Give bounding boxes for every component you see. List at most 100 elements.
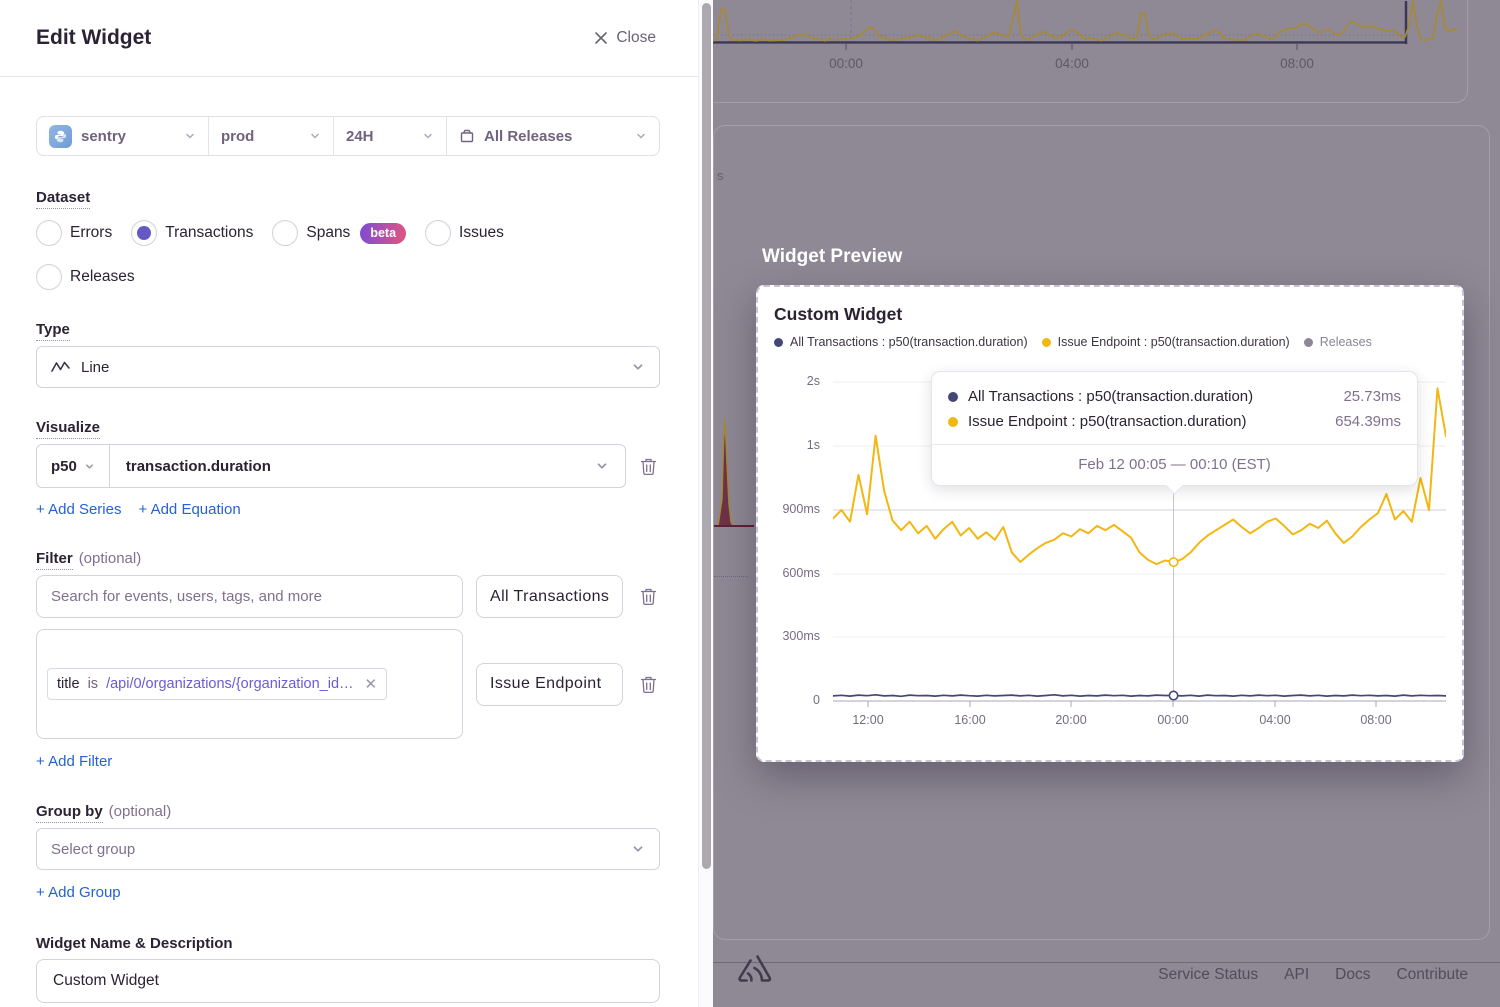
footer-link-api: API	[1284, 966, 1310, 983]
legend-dot	[1041, 337, 1051, 347]
add-equation-link[interactable]: + Add Equation	[138, 501, 241, 518]
chevron-down-icon	[85, 463, 93, 469]
add-series-link[interactable]: + Add Series	[36, 501, 122, 518]
aggregate-select[interactable]: p50	[37, 445, 110, 487]
sentry-logo	[738, 955, 772, 982]
add-group-link[interactable]: + Add Group	[36, 884, 121, 901]
radio-circle-checked	[131, 220, 158, 246]
radio-circle	[272, 220, 299, 246]
widget-preview-card: Custom Widget All Transactions : p50(tra…	[756, 285, 1464, 762]
chevron-down-icon	[633, 846, 643, 852]
type-select-value: Line	[81, 358, 110, 376]
visualize-compound-control: p50 transaction.duration	[36, 444, 626, 488]
y-axis-tick: 600ms	[782, 566, 820, 580]
scrollbar-thumb[interactable]	[702, 3, 711, 869]
group-by-select[interactable]: Select group	[36, 828, 660, 870]
y-axis-tick: 2s	[806, 374, 820, 388]
widget-preview-heading: Widget Preview	[762, 246, 903, 267]
radio-label: Transactions	[165, 224, 254, 241]
chevron-down-icon	[311, 133, 319, 139]
releases-filter-value: All Releases	[484, 127, 573, 145]
visualize-label: Visualize	[36, 419, 100, 439]
group-by-placeholder: Select group	[51, 840, 136, 858]
dataset-option-spans[interactable]: Spans beta	[272, 220, 407, 246]
chevron-down-icon	[186, 133, 194, 139]
radio-label: Releases	[70, 268, 135, 285]
remove-token-icon[interactable]: ✕	[364, 676, 378, 693]
filter-query-box[interactable]: title is /api/0/organizations/{organizat…	[36, 629, 463, 739]
type-select[interactable]: Line	[36, 346, 660, 388]
background-top-chart	[713, 0, 1458, 50]
drawer-scrollbar[interactable]	[698, 0, 713, 1007]
releases-filter[interactable]: All Releases	[446, 117, 659, 155]
environment-filter[interactable]: prod	[208, 117, 333, 155]
page-filter-bar: sentry prod 24H	[36, 116, 660, 156]
delete-filter-button[interactable]	[636, 671, 660, 697]
widget-name-input[interactable]	[36, 959, 660, 1003]
add-filter-link[interactable]: + Add Filter	[36, 753, 113, 770]
bg-axis-tick: 04:00	[1055, 56, 1089, 71]
dataset-option-transactions[interactable]: Transactions	[131, 220, 253, 246]
radio-label: Issues	[459, 224, 504, 241]
close-label: Close	[616, 29, 656, 46]
delete-series-button[interactable]	[636, 453, 660, 479]
filter-search-input[interactable]	[36, 575, 463, 618]
date-range-value: 24H	[346, 127, 374, 145]
date-range-filter[interactable]: 24H	[333, 117, 446, 155]
visualize-row: p50 transaction.duration	[36, 444, 660, 488]
dataset-option-issues[interactable]: Issues	[425, 220, 504, 246]
token-operator: is	[87, 676, 99, 692]
y-axis-tick: 1s	[806, 438, 820, 452]
token-value: /api/0/organizations/{organization_id…	[106, 676, 354, 692]
footer-links: Service Status API Docs Contribute	[1158, 966, 1468, 984]
type-section-label: Type	[36, 321, 660, 341]
dataset-section-label: Dataset	[36, 189, 660, 209]
field-select[interactable]: transaction.duration	[110, 445, 625, 487]
edit-widget-drawer: Edit Widget Close sentry	[0, 0, 698, 1007]
footer-link-docs: Docs	[1335, 966, 1371, 983]
dataset-label: Dataset	[36, 189, 91, 209]
x-axis-tick: 08:00	[1360, 713, 1392, 727]
filter-legend-input[interactable]	[476, 662, 623, 706]
y-axis-tick: 300ms	[782, 629, 820, 643]
legend-dot	[774, 337, 783, 347]
project-filter[interactable]: sentry	[37, 117, 208, 155]
trash-icon	[640, 458, 656, 475]
delete-filter-button[interactable]	[636, 584, 660, 610]
radio-label: Errors	[70, 224, 113, 241]
chevron-down-icon	[424, 133, 432, 139]
filter-legend-input[interactable]	[476, 575, 623, 618]
beta-badge: beta	[360, 222, 407, 244]
series-dot	[948, 416, 958, 427]
dataset-option-errors[interactable]: Errors	[36, 220, 112, 246]
tooltip-value: 654.39ms	[1335, 413, 1401, 430]
chevron-down-icon	[637, 133, 645, 139]
optional-hint: (optional)	[108, 803, 172, 820]
release-package-icon	[460, 129, 474, 143]
close-button[interactable]: Close	[594, 29, 656, 47]
tooltip-divider	[932, 444, 1417, 445]
filter-row: title is /api/0/organizations/{organizat…	[36, 629, 660, 739]
chevron-down-icon	[633, 364, 643, 370]
y-axis-tick: 900ms	[782, 502, 820, 516]
trash-icon	[640, 588, 656, 606]
page-title: Edit Widget	[36, 26, 152, 49]
series-dot	[948, 391, 958, 402]
tooltip-value: 25.73ms	[1343, 388, 1401, 405]
type-label: Type	[36, 321, 70, 341]
filter-row	[36, 575, 660, 618]
group-by-section-label: Group by (optional)	[36, 803, 660, 823]
project-filter-value: sentry	[81, 127, 127, 145]
filter-token[interactable]: title is /api/0/organizations/{organizat…	[47, 668, 388, 700]
bg-clipped-axis-label: s	[717, 168, 724, 183]
tooltip-row: All Transactions : p50(transaction.durat…	[948, 384, 1401, 409]
footer-divider	[713, 962, 1500, 963]
legend-dot	[1303, 337, 1313, 347]
dataset-option-releases[interactable]: Releases	[36, 264, 135, 290]
y-axis-tick: 0	[813, 693, 820, 707]
tooltip-series-label: Issue Endpoint : p50(transaction.duratio…	[968, 413, 1247, 430]
drawer-body: sentry prod 24H	[0, 116, 698, 1003]
aggregate-value: p50	[51, 457, 77, 475]
